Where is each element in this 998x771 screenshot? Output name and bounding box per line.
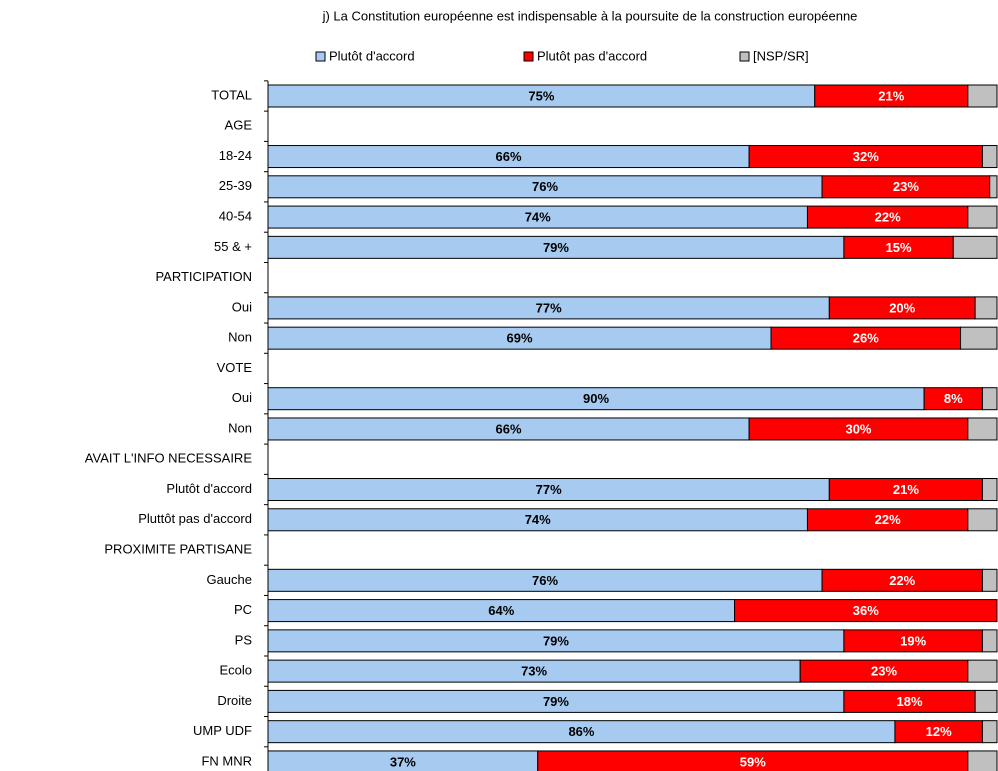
category-label: Ecolo [219,663,252,678]
bar-segment [967,84,998,108]
bar-segment [974,296,998,320]
value-label: 90% [583,391,609,406]
value-label: 21% [893,482,919,497]
value-label: 26% [853,331,879,346]
legend-swatch [739,51,750,62]
category-label: Non [228,420,252,435]
category-label: Non [228,330,252,345]
category-label: 18-24 [219,148,252,163]
bar-segment [981,568,998,592]
category-label: TOTAL [211,87,252,102]
value-label: 77% [536,482,562,497]
bar-segment [734,599,998,623]
value-label: 22% [889,573,915,588]
value-label: 12% [926,724,952,739]
value-label: 64% [488,603,514,618]
bar-segment [967,750,998,771]
value-label: 23% [871,664,897,679]
value-label: 66% [496,149,522,164]
bar-segment [989,175,998,199]
category-label: Plutôt d'accord [166,481,252,496]
value-label: 79% [543,633,569,648]
value-label: 74% [525,210,551,225]
value-label: 79% [543,694,569,709]
value-label: 21% [878,88,904,103]
bar-segment [967,417,998,441]
value-label: 22% [875,512,901,527]
category-label: Oui [232,390,252,405]
value-label: 23% [893,179,919,194]
value-label: 18% [897,694,923,709]
value-label: 22% [875,210,901,225]
value-label: 59% [740,754,766,769]
bar-segment [981,629,998,653]
bar-segment [981,387,998,411]
bar-segment [952,235,998,259]
value-label: 76% [532,573,558,588]
category-label: PS [235,632,253,647]
category-label: 55 & + [214,239,252,254]
value-label: 73% [521,664,547,679]
value-label: 30% [845,421,871,436]
category-label: AVAIT L'INFO NECESSAIRE [85,451,253,466]
value-label: 15% [886,240,912,255]
value-label: 69% [506,331,532,346]
category-label: Droite [217,693,252,708]
value-label: 19% [900,633,926,648]
bar-segment [981,720,998,744]
value-label: 66% [496,421,522,436]
bar-segment [981,478,998,502]
bar-segment [967,205,998,229]
legend-label: Plutôt d'accord [329,48,415,63]
value-label: 74% [525,512,551,527]
legend-label: [NSP/SR] [753,48,809,63]
bar-segment [974,689,998,713]
category-label: PARTICIPATION [155,269,252,284]
value-label: 77% [536,300,562,315]
value-label: 86% [568,724,594,739]
value-label: 79% [543,240,569,255]
bar-segment [981,145,998,169]
category-label: VOTE [217,360,253,375]
value-label: 20% [889,300,915,315]
bar-segment [967,508,998,532]
value-label: 32% [853,149,879,164]
category-label: Oui [232,299,252,314]
category-label: 25-39 [219,178,252,193]
value-label: 75% [528,88,554,103]
value-label: 8% [944,391,963,406]
category-label: Pluttôt pas d'accord [138,511,252,526]
category-label: 40-54 [219,209,252,224]
value-label: 36% [853,603,879,618]
legend-label: Plutôt pas d'accord [537,48,647,63]
category-label: Gauche [206,572,252,587]
bar-segment [960,326,998,350]
legend-swatch [315,51,326,62]
category-label: PC [234,602,252,617]
value-label: 76% [532,179,558,194]
category-label: PROXIMITE PARTISANE [104,541,252,556]
category-label: FN MNR [201,753,252,768]
category-label: UMP UDF [193,723,252,738]
legend-swatch [523,51,534,62]
value-label: 37% [390,754,416,769]
bar-segment [967,659,998,683]
chart-title: j) La Constitution européenne est indisp… [322,8,858,23]
category-label: AGE [225,118,253,133]
